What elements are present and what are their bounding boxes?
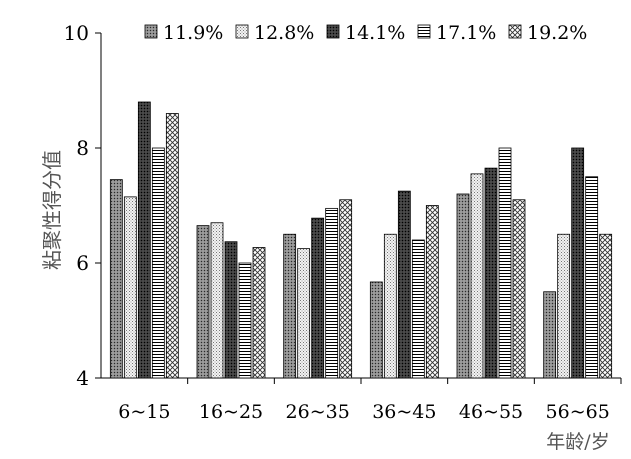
x-tick-label: 46~55 xyxy=(459,401,523,423)
bar-6~15-12.8% xyxy=(123,196,137,379)
x-axis-ticks: 6~15 16~25 26~35 36~45 46~55 56~65 xyxy=(118,378,622,423)
bar-6~15-17.1% xyxy=(151,147,165,379)
bar-26~35-14.1% xyxy=(311,217,325,379)
bar-6~15-14.1% xyxy=(137,101,151,379)
legend-swatch xyxy=(508,24,522,39)
bar-36~45-19.2% xyxy=(425,205,439,379)
legend-label: 14.1% xyxy=(345,22,405,44)
x-tick-label: 56~65 xyxy=(546,401,610,423)
bars-group xyxy=(109,101,613,379)
bar-26~35-17.1% xyxy=(325,207,339,379)
x-tick-label: 26~35 xyxy=(286,401,350,423)
x-tick-label: 6~15 xyxy=(118,401,170,423)
bar-46~55-17.1% xyxy=(498,147,512,379)
legend-label: 11.9% xyxy=(163,22,223,44)
bar-46~55-19.2% xyxy=(512,199,526,379)
bar-16~25-14.1% xyxy=(224,241,238,379)
y-tick-label: 8 xyxy=(76,136,89,160)
y-axis-label: 粘聚性得分值 xyxy=(40,150,64,270)
legend: 11.9% 12.8% 14.1% 17.1% 19.2% xyxy=(144,22,587,44)
y-tick-label: 10 xyxy=(64,21,89,45)
legend-swatch xyxy=(144,24,158,39)
bar-56~65-19.2% xyxy=(599,233,613,379)
x-tick-label: 36~45 xyxy=(372,401,436,423)
bar-56~65-17.1% xyxy=(585,176,599,379)
legend-swatch xyxy=(417,24,431,39)
bar-36~45-11.9% xyxy=(369,281,383,379)
bar-26~35-19.2% xyxy=(339,199,353,379)
y-axis-ticks: 4 6 8 10 xyxy=(64,21,101,390)
bar-36~45-12.8% xyxy=(383,233,397,379)
bar-26~35-11.9% xyxy=(283,233,297,379)
bar-16~25-17.1% xyxy=(238,262,252,379)
bar-6~15-19.2% xyxy=(165,113,179,379)
bar-46~55-11.9% xyxy=(456,193,470,379)
bar-16~25-12.8% xyxy=(210,222,224,379)
bar-36~45-14.1% xyxy=(397,190,411,379)
legend-label: 19.2% xyxy=(527,22,587,44)
bar-56~65-12.8% xyxy=(557,233,571,379)
legend-swatch xyxy=(326,24,340,39)
bar-56~65-14.1% xyxy=(571,147,585,379)
bar-56~65-11.9% xyxy=(543,291,557,379)
bar-46~55-12.8% xyxy=(470,173,484,379)
bar-36~45-17.1% xyxy=(411,239,425,379)
bar-46~55-14.1% xyxy=(484,167,498,379)
legend-swatch xyxy=(235,24,249,39)
x-tick-label: 16~25 xyxy=(199,401,263,423)
bar-6~15-11.9% xyxy=(109,179,123,379)
bar-16~25-11.9% xyxy=(196,225,210,379)
legend-label: 17.1% xyxy=(436,22,496,44)
legend-label: 12.8% xyxy=(254,22,314,44)
y-tick-label: 6 xyxy=(76,251,89,275)
x-axis-label: 年龄/岁 xyxy=(546,431,609,453)
bar-26~35-12.8% xyxy=(297,248,311,379)
bar-16~25-19.2% xyxy=(252,247,266,379)
y-tick-label: 4 xyxy=(76,366,89,390)
